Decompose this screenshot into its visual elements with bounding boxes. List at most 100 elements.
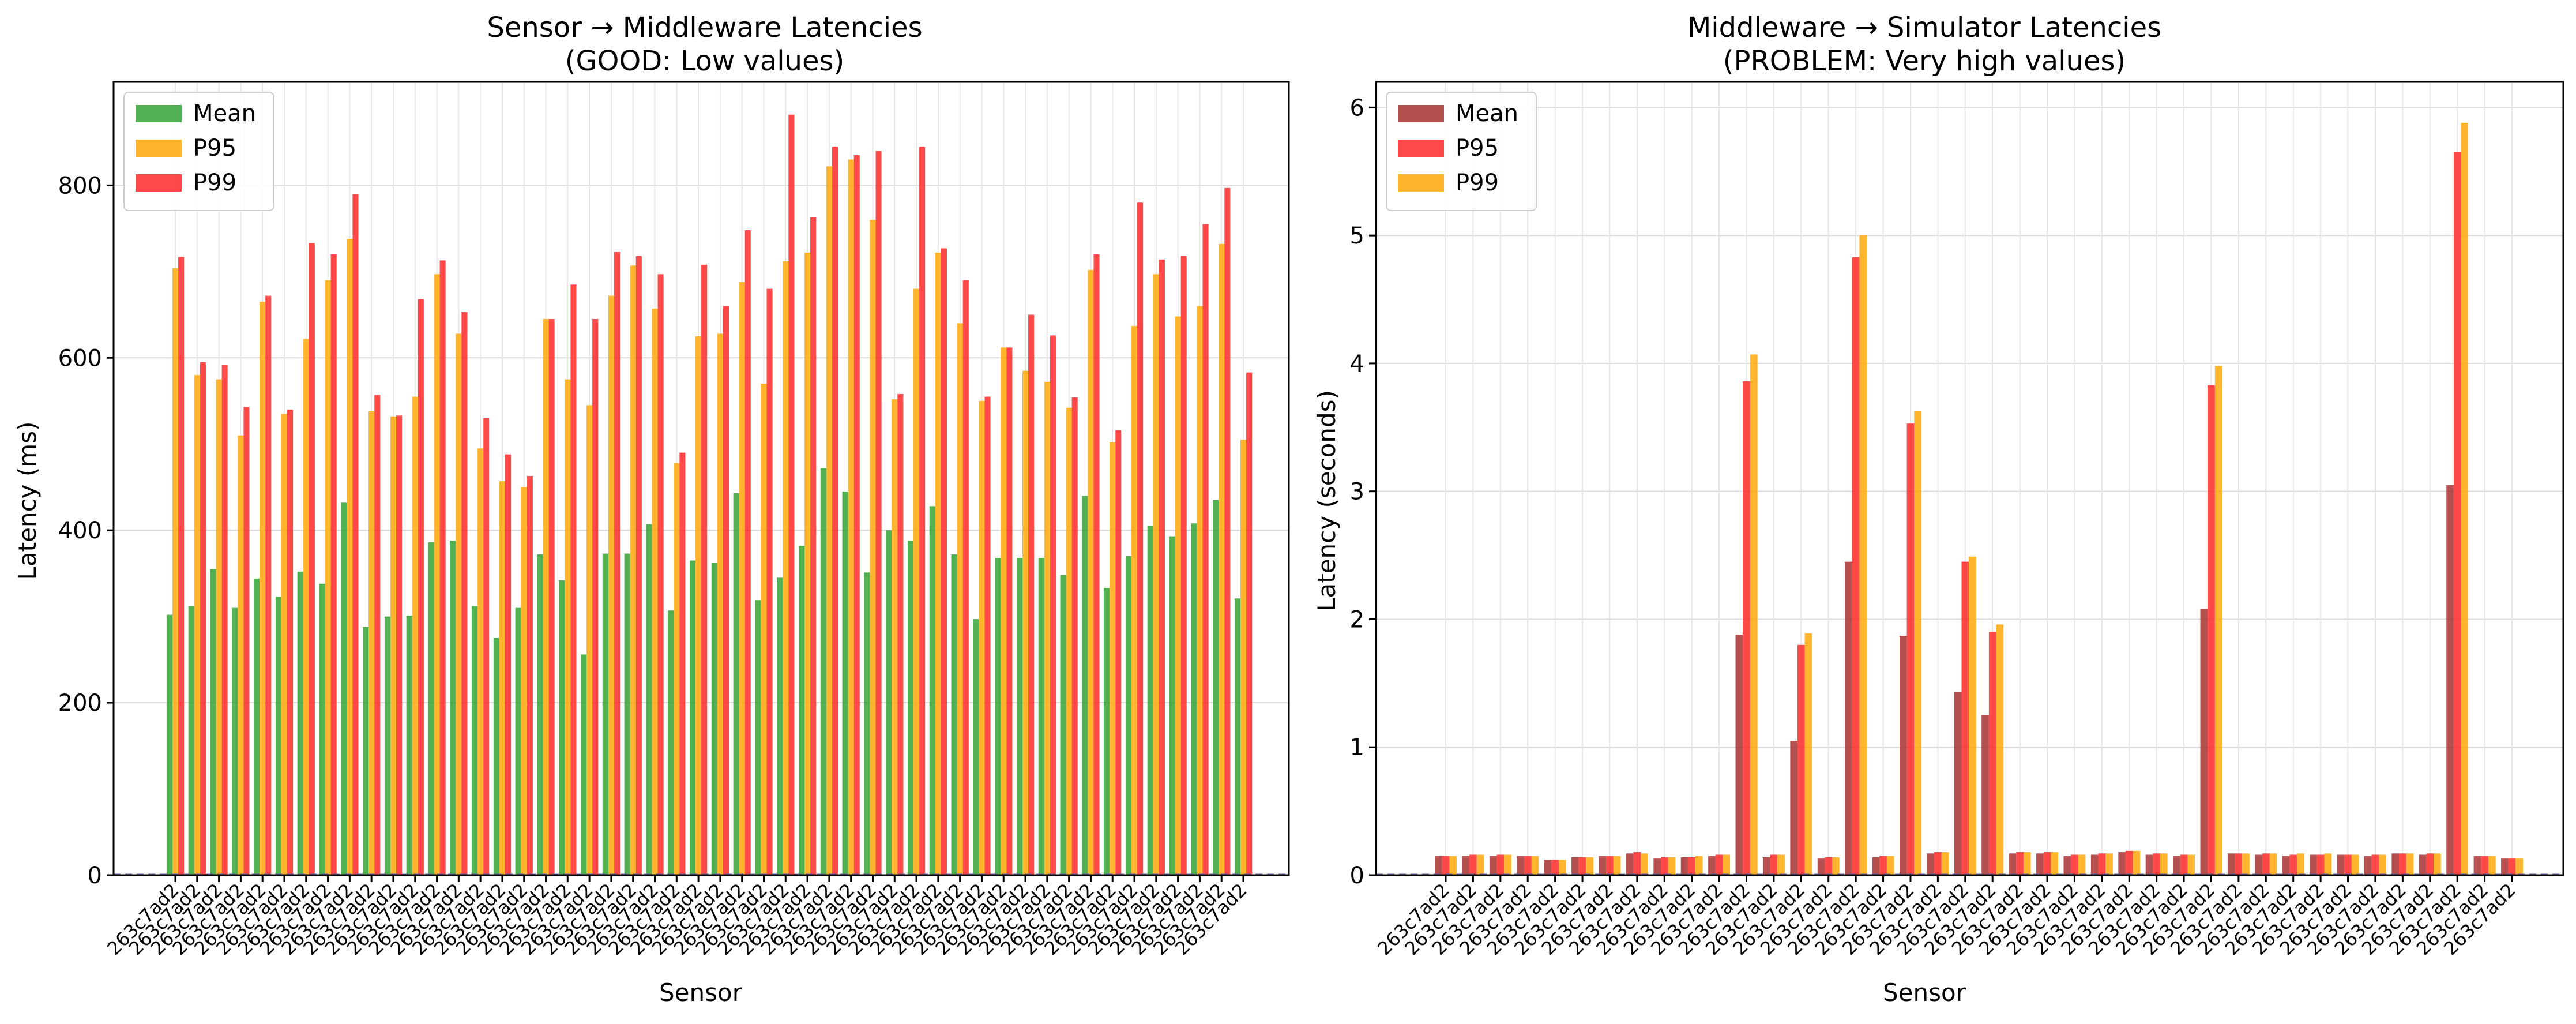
right-chart-bar-p99 — [2269, 853, 2277, 875]
right-chart-bar-p95 — [1688, 857, 1696, 875]
left-chart-title-line2: (GOOD: Low values) — [565, 45, 845, 77]
left-chart-bar-p95 — [674, 463, 680, 875]
left-chart-x-axis-label: Sensor — [659, 978, 743, 1007]
right-chart-bar-p99 — [2023, 852, 2031, 875]
left-chart-bar-mean — [341, 502, 347, 875]
left-chart-bar-p95 — [543, 319, 549, 875]
left-chart-bar-p95 — [368, 411, 375, 875]
left-chart-bar-p95 — [608, 295, 614, 875]
left-chart-bar-p95 — [521, 487, 527, 875]
left-chart-bar-p95 — [695, 336, 702, 875]
right-chart-bar-p99 — [2187, 854, 2195, 875]
left-chart-bar-p95 — [1001, 347, 1007, 875]
left-chart-bar-mean — [254, 578, 260, 875]
right-chart-bar-p95 — [2316, 854, 2325, 875]
right-chart-bar-p95 — [1442, 856, 1450, 875]
left-chart-bar-p95 — [303, 339, 309, 875]
right-chart-y-axis-label: Latency (seconds) — [1313, 390, 1341, 612]
left-chart-bar-mean — [406, 616, 412, 875]
right-chart-y-tick-label: 3 — [1350, 479, 1364, 505]
right-chart-bar-p99 — [1941, 852, 1949, 875]
left-chart-bar-mean — [798, 546, 805, 875]
left-chart-bar-p99 — [853, 155, 860, 875]
left-chart-axes — [112, 81, 1290, 876]
right-chart-y-ticks: 0 1 2 3 4 5 6 — [1350, 95, 1376, 889]
left-chart-bar-p99 — [461, 312, 468, 875]
left-chart-bar-p99 — [897, 394, 904, 875]
left-chart-bar-p99 — [418, 299, 424, 875]
right-chart-bar-p99 — [1641, 853, 1648, 875]
right-chart-bar-p95 — [1797, 644, 1805, 875]
right-chart-bar-p95 — [1496, 854, 1505, 875]
left-chart-legend: Mean P95 P99 — [123, 92, 274, 211]
left-chart-bar-mean — [363, 627, 369, 875]
left-chart-bar-p95 — [1153, 274, 1159, 875]
left-chart-bar-p99 — [330, 254, 337, 875]
left-chart-bar-p95 — [783, 261, 789, 875]
right-chart-bar-mean — [1653, 858, 1661, 875]
right-chart-bar-p99 — [1859, 235, 1867, 875]
left-chart-bar-p99 — [1180, 256, 1187, 876]
right-chart-bar-mean — [2501, 858, 2509, 875]
left-chart-bar-p95 — [1022, 370, 1029, 875]
right-chart-bar-p99 — [2133, 850, 2141, 875]
left-chart-bar-p99 — [505, 454, 512, 875]
left-chart-bar-mean — [1038, 558, 1044, 875]
right-chart-bar-mean — [1517, 856, 1524, 875]
left-chart-bar-p99 — [1071, 397, 1078, 875]
left-chart-bar-p95 — [586, 405, 593, 875]
right-chart-bar-mean — [2255, 854, 2262, 875]
left-chart-bar-mean — [602, 553, 608, 875]
left-chart-bar-p95 — [739, 282, 745, 875]
left-chart-bar-p95 — [1088, 269, 1094, 876]
right-chart-bar-p99 — [1504, 854, 1511, 875]
right-chart-bar-p95 — [1825, 857, 1833, 875]
right-chart-bar-p99 — [2434, 853, 2441, 875]
left-chart-bar-p95 — [892, 399, 898, 875]
left-chart-bar-p99 — [1159, 259, 1165, 876]
left-chart-bar-p99 — [1224, 187, 1231, 875]
right-chart-bar-p95 — [1988, 632, 1996, 875]
right-chart-bar-p95 — [1551, 860, 1559, 875]
right-chart-bar-mean — [1900, 636, 1907, 875]
right-chart-bar-mean — [2364, 856, 2372, 875]
left-chart-bar-p99 — [962, 280, 969, 875]
left-chart-bar-p99 — [679, 452, 686, 875]
left-chart-bar-p99 — [1028, 314, 1035, 875]
right-chart-bar-p99 — [1613, 856, 1621, 875]
right-chart-bar-p99 — [1969, 556, 1976, 875]
left-chart-bar-p99 — [1093, 254, 1100, 875]
left-chart-bar-p99 — [744, 230, 751, 876]
right-chart-axes — [1375, 81, 2564, 876]
right-chart-bar-p99 — [2406, 853, 2414, 875]
right-chart-legend-swatch-p95 — [1398, 140, 1444, 157]
left-chart-bar-p95 — [216, 379, 222, 875]
right-chart-bar-p99 — [2461, 122, 2469, 875]
left-chart-bar-p95 — [652, 309, 658, 875]
left-chart-bar-p95 — [325, 280, 331, 875]
right-chart-bar-mean — [2446, 485, 2454, 875]
right-chart-bar-p95 — [1961, 561, 1969, 875]
right-chart-bar-p99 — [1531, 856, 1539, 875]
right-chart-bar-mean — [2036, 853, 2044, 875]
left-chart-bar-mean — [733, 493, 739, 875]
right-chart-bar-p95 — [2344, 854, 2352, 875]
left-chart-bar-p95 — [957, 323, 963, 875]
right-chart-bar-p95 — [2071, 854, 2078, 875]
left-chart-bar-mean — [1125, 556, 1131, 875]
left-chart-bar-p95 — [1066, 407, 1072, 875]
right-chart-bar-mean — [2063, 856, 2071, 875]
left-chart-bar-p99 — [570, 284, 577, 875]
left-chart-bar-p95 — [412, 396, 418, 875]
right-chart-bar-mean — [2145, 854, 2153, 875]
left-chart-bar-p95 — [1044, 382, 1050, 875]
right-chart-x-axis-label: Sensor — [1883, 978, 1966, 1007]
right-chart-legend-swatch-mean — [1398, 105, 1444, 122]
left-chart-bar-mean — [493, 637, 499, 875]
right-chart-bar-mean — [1762, 857, 1770, 875]
left-chart-bar-p95 — [390, 416, 396, 875]
right-chart-bar-p95 — [2125, 850, 2133, 875]
left-chart-bar-p99 — [701, 264, 708, 875]
right-chart-bar-p95 — [1852, 257, 1860, 875]
right-chart-bar-mean — [2391, 853, 2400, 875]
